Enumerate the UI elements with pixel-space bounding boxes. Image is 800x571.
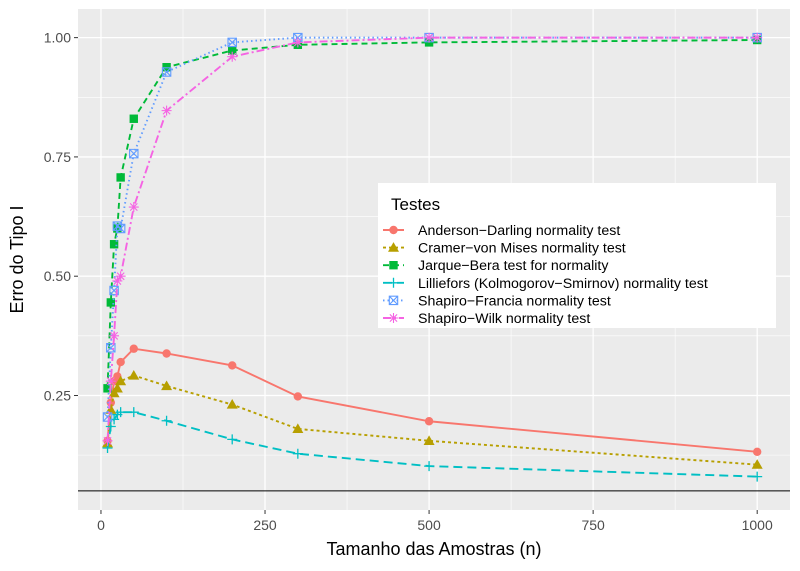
legend: Testes Anderson−Darling normality test Cr… — [378, 183, 776, 328]
legend-label: Shapiro−Wilk normality test — [418, 311, 590, 327]
y-tick-label: 0.25 — [44, 387, 71, 403]
x-tick-label: 750 — [581, 517, 605, 533]
data-point — [109, 240, 119, 249]
data-point — [292, 37, 303, 48]
legend-key-marker — [388, 313, 399, 323]
data-point — [162, 349, 171, 358]
data-point — [228, 46, 237, 55]
data-point — [102, 435, 113, 446]
data-point — [228, 361, 237, 370]
legend-label: Shapiro−Francia normality test — [418, 293, 611, 309]
data-point — [293, 392, 303, 401]
data-point — [424, 32, 435, 43]
data-point — [116, 173, 125, 182]
data-point — [752, 32, 763, 43]
legend-key-marker — [389, 225, 398, 235]
y-tick-label: 1.00 — [44, 30, 71, 46]
data-point — [227, 37, 237, 48]
data-point — [292, 423, 304, 434]
legend-background — [378, 183, 776, 328]
legend-label: Jarque−Bera test for normality — [418, 258, 609, 274]
data-point — [752, 471, 763, 482]
data-point — [128, 369, 140, 380]
y-axis-label: Erro do Tipo I — [7, 205, 27, 313]
data-point — [129, 344, 138, 353]
data-point — [128, 202, 139, 213]
legend-key-marker — [388, 277, 399, 288]
data-point — [105, 421, 116, 432]
legend-label: Lilliefors (Kolmogorov−Smirnov) normalit… — [418, 276, 708, 292]
data-point — [752, 447, 762, 456]
legend-key-marker — [389, 261, 398, 270]
x-tick-label: 0 — [97, 517, 105, 533]
data-point — [129, 148, 139, 159]
series-0 — [103, 344, 762, 456]
data-point — [751, 459, 763, 469]
data-point — [103, 384, 112, 393]
legend-key-marker — [388, 295, 399, 306]
data-point — [423, 435, 435, 445]
data-point — [105, 376, 116, 387]
data-point — [115, 375, 127, 386]
series-layer — [102, 32, 763, 482]
data-point — [116, 357, 125, 367]
legend-label: Anderson−Darling normality test — [418, 223, 620, 239]
data-point — [227, 434, 238, 445]
data-point — [161, 415, 172, 426]
axis-layer: 0 250 500 750 1000 0.25 0.50 0.75 1.00 — [44, 30, 773, 533]
data-point — [161, 105, 172, 116]
data-point — [112, 275, 123, 286]
series-4 — [102, 32, 762, 422]
data-point — [111, 382, 123, 393]
data-point — [162, 63, 171, 72]
data-point — [115, 407, 126, 418]
data-point — [424, 417, 434, 426]
y-tick-label: 0.50 — [44, 268, 71, 284]
y-tick-label: 0.75 — [44, 149, 71, 165]
legend-key-marker — [388, 242, 399, 252]
data-point — [161, 380, 173, 391]
data-point — [424, 461, 435, 472]
data-point — [128, 407, 139, 418]
data-point — [227, 51, 238, 62]
x-axis-label: Tamanho das Amostras (n) — [326, 539, 541, 559]
data-point — [109, 330, 120, 341]
data-point — [106, 298, 116, 307]
data-point — [115, 223, 126, 234]
x-tick-label: 1000 — [742, 517, 773, 533]
x-tick-label: 250 — [253, 517, 277, 533]
data-point — [129, 114, 138, 123]
data-point — [226, 399, 238, 409]
legend-title: Testes — [391, 195, 440, 214]
legend-label: Cramer−von Mises normality test — [418, 241, 626, 257]
data-point — [113, 224, 122, 233]
x-tick-label: 500 — [417, 517, 441, 533]
data-point — [161, 67, 172, 77]
data-point — [115, 271, 126, 282]
series-5 — [102, 32, 763, 446]
data-point — [292, 448, 303, 459]
